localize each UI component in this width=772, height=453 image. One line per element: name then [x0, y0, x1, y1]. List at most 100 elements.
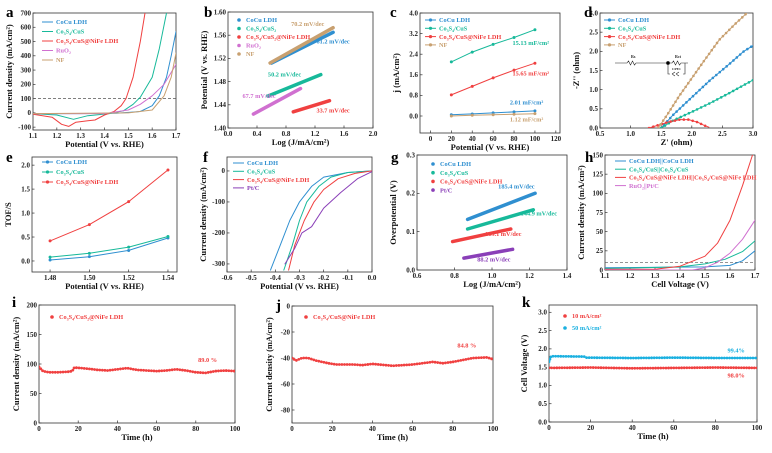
legend-item: Co₃S₄/CuS@NiFe LDH — [425, 34, 501, 41]
x-tick-label: 1.2 — [626, 272, 635, 280]
y-tick-label: 1.5 — [589, 67, 598, 75]
x-tick-label: 3.0 — [749, 130, 758, 138]
legend-label: Co₃S₄/CuS₂ — [246, 26, 276, 33]
y-tick-label: 1.5 — [538, 363, 547, 371]
y-tick-label: 1.44 — [214, 101, 227, 109]
legend-label: 10 mA/cm² — [572, 313, 601, 320]
series-line — [450, 227, 513, 244]
y-tick-label: 2.4 — [409, 51, 418, 59]
x-tick-label: 1.0 — [626, 130, 635, 138]
y-tick-label: -40 — [281, 354, 291, 362]
data-point — [533, 61, 537, 65]
x-tick-label: 1.2 — [525, 272, 534, 280]
legend-item: CoCu LDH — [233, 160, 278, 167]
y-tick-label: 3.2 — [409, 30, 418, 38]
x-tick-label: 0 — [37, 425, 41, 433]
y-tick-label: 3.0 — [538, 309, 547, 317]
x-tick-label: 1.48 — [44, 274, 57, 282]
y-tick-label: 0.0 — [21, 257, 30, 265]
series-line — [549, 354, 757, 364]
series-line — [462, 247, 515, 260]
legend-label: NF — [618, 42, 627, 49]
legend-label: Co₃S₄/CuS — [56, 169, 85, 176]
panel-letter: j — [275, 298, 281, 314]
series-line — [291, 98, 332, 114]
legend-item: Co₃S₄/CuS — [42, 29, 85, 36]
x-tick-label: 1.5 — [701, 272, 710, 280]
y-tick-label: 0.0 — [589, 124, 598, 132]
legend-item: Co₃S₄/CuS — [604, 26, 647, 33]
legend-marker — [237, 26, 241, 31]
series-line — [605, 219, 755, 270]
legend-label: CoCu LDH — [439, 17, 470, 24]
x-tick-label: 2.5 — [718, 130, 727, 138]
legend-item: NF — [42, 57, 65, 64]
series-group — [39, 365, 235, 375]
legend-label: Co₃S₄/CuS@NiFe LDH — [440, 179, 502, 186]
x-tick-label: 1.6 — [148, 132, 157, 140]
y-tick-label: 0 — [34, 419, 38, 427]
series-line — [49, 169, 169, 242]
y-tick-label: 700 — [21, 9, 32, 17]
data-point — [533, 112, 537, 116]
legend-label: NF — [246, 51, 255, 58]
legend-item: Co₃S₄/CuS₂ — [237, 26, 276, 33]
x-tick-label: 1.3 — [651, 272, 660, 280]
data-point — [512, 68, 516, 72]
y-tick-label: 125 — [593, 170, 604, 178]
legend-label: Co₃S₄/CuS@NiFe LDH — [56, 38, 118, 45]
x-tick-label: 80 — [449, 425, 457, 433]
x-tick-label: 100 — [530, 135, 541, 143]
circuit-label-rct: Rct — [675, 54, 682, 59]
series-line — [549, 366, 757, 370]
x-tick-label: 60 — [409, 425, 417, 433]
legend-marker — [563, 314, 567, 318]
series-line — [33, 52, 176, 115]
y-axis-label: Current density (mA/cm²) — [198, 167, 208, 262]
data-annotation: 89.0 % — [198, 357, 217, 364]
x-tick-label: 0.0 — [224, 130, 233, 138]
x-tick-label: 20 — [448, 135, 456, 143]
series-group — [605, 155, 755, 270]
x-axis-label: Potential (V vs. RHE) — [260, 281, 339, 291]
y-tick-label: 1.52 — [214, 55, 227, 63]
data-point — [48, 255, 52, 259]
panel-e: e 1.48 1.50 1.52 1.54 0.0 0.5 1.0 1.5 2.0 Potentia… — [3, 150, 178, 291]
legend-marker — [431, 179, 435, 184]
legend-item: CoCu LDH — [431, 161, 471, 168]
x-tick-label: 1.5 — [124, 132, 133, 140]
x-tick-label: 2.0 — [687, 130, 696, 138]
series-group — [647, 13, 753, 128]
x-tick-label: 1.54 — [162, 274, 175, 282]
y-tick-label: -100 — [18, 123, 31, 131]
legend-marker — [45, 160, 50, 164]
data-point — [449, 60, 453, 64]
legend-label: Co₃S₄/CuS@NiFe LDH||Co₃S₄/CuS@NiFe LDH — [629, 175, 756, 182]
legend-label: Co₃S₄/CuS@NiFe LDH — [439, 34, 501, 41]
legend-label: Co₃S₄/CuS — [440, 170, 469, 177]
y-tick-label: 2.0 — [538, 345, 547, 353]
legend-label: NF — [56, 57, 65, 64]
x-tick-label: 0 — [290, 425, 294, 433]
x-axis-label: Log (J/mA/cm²) — [463, 279, 521, 289]
y-tick-label: 0.0 — [538, 418, 547, 426]
data-point — [87, 255, 91, 259]
legend-label: Co₃S₄/CuS@NiFe LDH — [313, 314, 375, 321]
x-tick-label: 20 — [587, 424, 595, 432]
data-annotation: 50.2 mV/dec — [268, 71, 301, 78]
y-axis-label: Current density (mA/cm²) — [11, 317, 21, 412]
x-tick-label: 0.0 — [368, 274, 377, 282]
data-point — [87, 223, 91, 227]
y-tick-label: 0 — [287, 302, 291, 310]
plot-frame — [291, 305, 494, 424]
legend-marker — [50, 315, 54, 319]
y-tick-label: 2.0 — [589, 48, 598, 56]
y-axis-label: j (mA/cm²) — [391, 53, 401, 94]
plot-frame — [227, 11, 374, 129]
circuit-label-rs: Rs — [631, 54, 636, 59]
data-point — [127, 248, 131, 252]
legend-marker — [428, 26, 433, 30]
legend-item: 50 mA/cm² — [563, 325, 601, 332]
x-tick-label: 40 — [369, 425, 377, 433]
x-tick-label: 1.52 — [123, 274, 136, 282]
